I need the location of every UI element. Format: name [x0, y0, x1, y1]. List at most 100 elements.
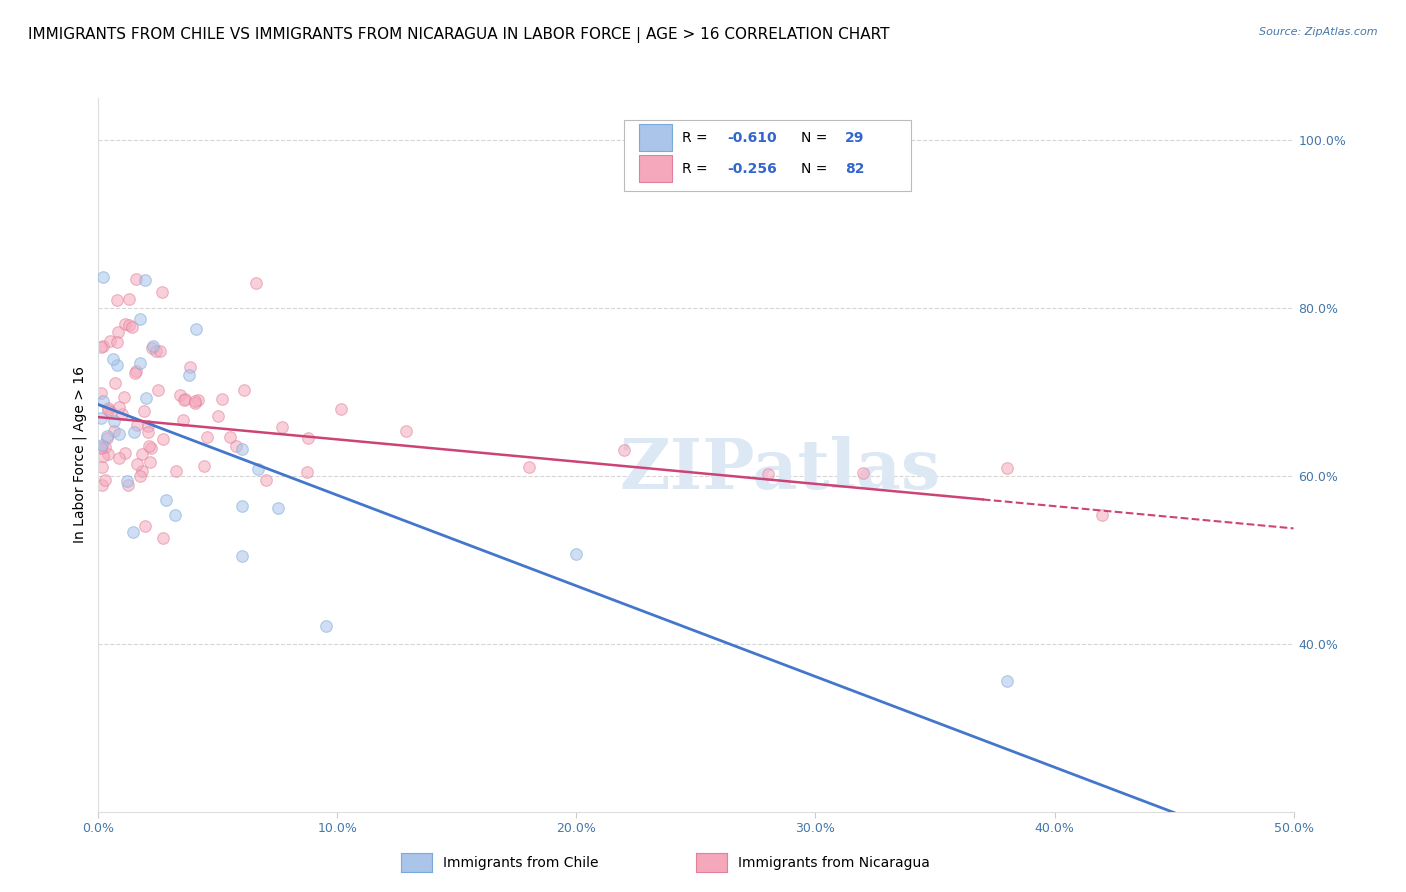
Point	[98, 334, 121, 348]
Point	[756, 467, 779, 482]
Point	[103, 414, 125, 428]
Point	[155, 492, 177, 507]
Point	[101, 352, 124, 367]
Point	[131, 447, 153, 461]
Text: -0.610: -0.610	[727, 131, 776, 145]
Point	[90, 340, 112, 354]
Point	[245, 276, 267, 290]
Point	[1091, 508, 1114, 523]
Point	[121, 320, 143, 334]
Point	[114, 317, 136, 331]
Point	[107, 427, 129, 442]
Point	[105, 293, 128, 308]
Point	[565, 548, 588, 562]
FancyBboxPatch shape	[638, 124, 672, 151]
Point	[111, 407, 134, 421]
Point	[187, 392, 209, 407]
Point	[91, 450, 114, 464]
Point	[97, 403, 120, 417]
Point	[395, 425, 418, 439]
Point	[165, 508, 187, 523]
Point	[195, 429, 218, 443]
Point	[247, 462, 270, 476]
Point	[149, 344, 172, 359]
Point	[232, 384, 254, 398]
Point	[297, 465, 319, 479]
Point	[173, 392, 195, 407]
Point	[172, 413, 194, 427]
Point	[132, 403, 155, 417]
Point	[218, 430, 240, 444]
Point	[134, 273, 156, 287]
Point	[128, 468, 150, 483]
Point	[90, 385, 112, 400]
Text: 82: 82	[845, 162, 865, 177]
Y-axis label: In Labor Force | Age > 16: In Labor Force | Age > 16	[72, 367, 87, 543]
Point	[613, 443, 636, 458]
Text: N =: N =	[801, 131, 832, 145]
Point	[91, 394, 114, 409]
Point	[122, 524, 145, 539]
Point	[231, 442, 253, 457]
Text: R =: R =	[682, 162, 711, 177]
Point	[90, 410, 112, 425]
Point	[104, 376, 127, 390]
Point	[142, 339, 165, 353]
Point	[145, 344, 167, 359]
Point	[114, 446, 136, 460]
Point	[96, 429, 118, 443]
Point	[127, 457, 149, 471]
Point	[150, 285, 173, 299]
Point	[136, 425, 159, 439]
Point	[90, 460, 112, 475]
Text: -0.256: -0.256	[727, 162, 776, 177]
Point	[225, 439, 247, 453]
Point	[266, 501, 288, 516]
Point	[91, 339, 114, 353]
Text: N =: N =	[801, 162, 832, 177]
Point	[94, 440, 117, 454]
Point	[129, 311, 152, 326]
Point	[108, 450, 131, 465]
Point	[139, 441, 162, 455]
Point	[125, 364, 148, 378]
Point	[103, 424, 125, 438]
Point	[125, 271, 148, 285]
Point	[94, 473, 117, 487]
Point	[131, 464, 153, 478]
Point	[108, 401, 131, 415]
Point	[90, 441, 112, 455]
FancyBboxPatch shape	[624, 120, 911, 191]
Point	[134, 518, 156, 533]
Point	[315, 619, 337, 633]
Point	[141, 341, 163, 355]
Point	[330, 402, 353, 417]
Point	[173, 392, 195, 407]
Point	[105, 358, 128, 372]
Point	[100, 405, 122, 419]
Point	[146, 383, 169, 397]
Text: Immigrants from Nicaragua: Immigrants from Nicaragua	[738, 855, 929, 870]
Point	[91, 438, 114, 452]
Text: R =: R =	[682, 131, 711, 145]
Point	[152, 432, 174, 446]
Point	[97, 401, 120, 416]
Point	[231, 549, 253, 563]
Text: ZIPatlas: ZIPatlas	[619, 435, 941, 503]
Text: 29: 29	[845, 131, 865, 145]
Point	[139, 455, 162, 469]
Point	[135, 391, 157, 405]
Point	[184, 322, 207, 336]
Point	[152, 531, 174, 545]
FancyBboxPatch shape	[638, 155, 672, 182]
Point	[211, 392, 233, 407]
Point	[207, 409, 229, 423]
Point	[105, 334, 128, 349]
Point	[165, 464, 187, 478]
Text: Source: ZipAtlas.com: Source: ZipAtlas.com	[1260, 27, 1378, 37]
Point	[177, 368, 200, 382]
Point	[184, 394, 207, 409]
Point	[136, 418, 159, 433]
Point	[169, 388, 191, 402]
Point	[254, 473, 277, 487]
